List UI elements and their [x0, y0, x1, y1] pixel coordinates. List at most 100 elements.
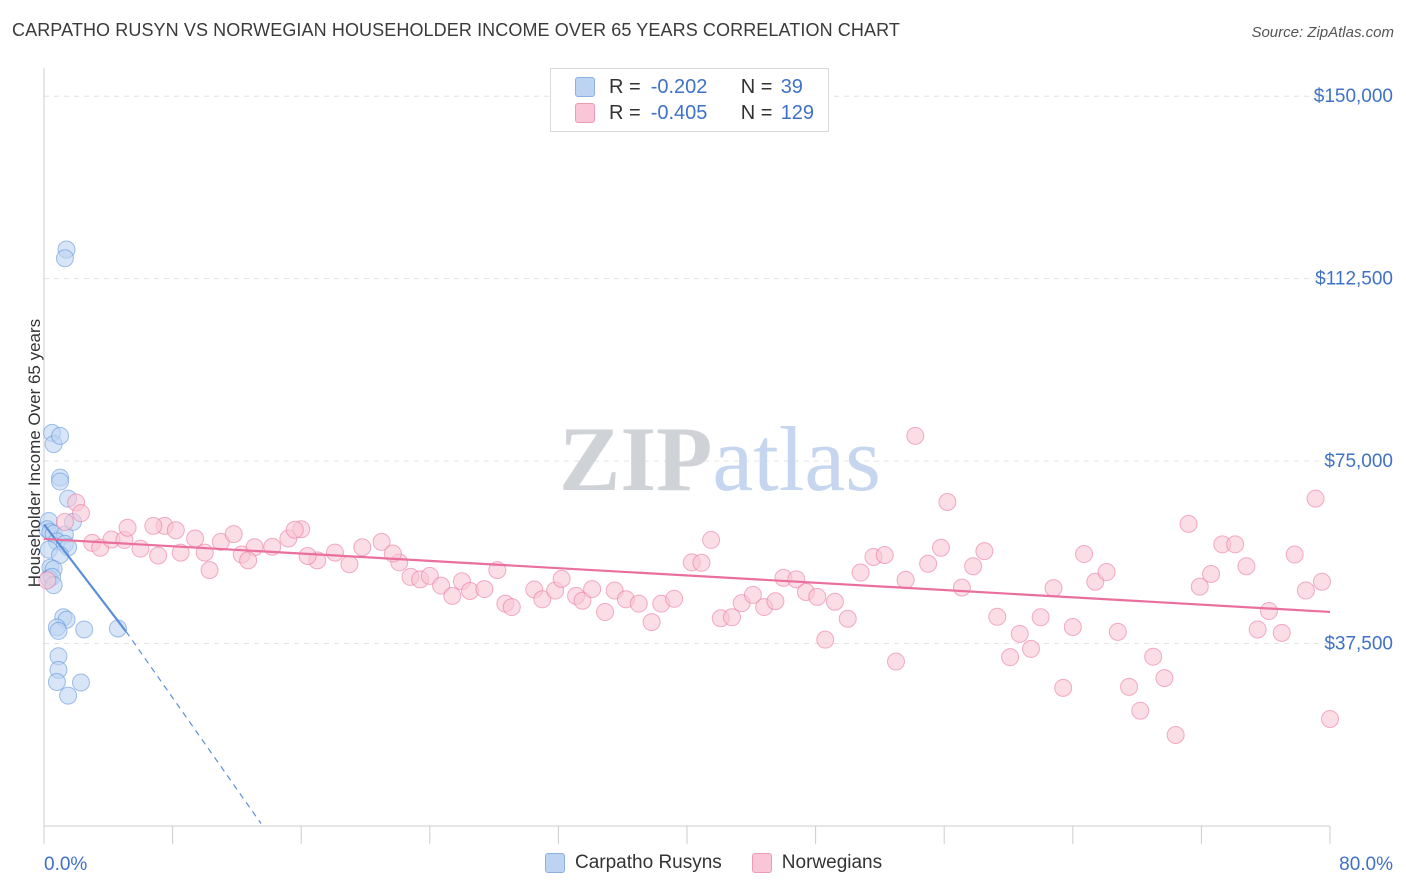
data-point: [432, 576, 451, 595]
chart-title: CARPATHO RUSYN VS NORWEGIAN HOUSEHOLDER …: [12, 20, 900, 40]
data-point: [642, 613, 661, 632]
data-point: [298, 546, 317, 565]
data-point: [75, 620, 94, 639]
data-point: [743, 585, 762, 604]
y-tick-label: $112,500: [1315, 269, 1393, 290]
legend-n-label: N =: [740, 101, 773, 124]
data-point: [931, 538, 950, 557]
data-point: [1022, 639, 1041, 658]
data-point: [1063, 618, 1082, 637]
legend-n-label: N =: [740, 75, 773, 98]
data-point: [838, 609, 857, 628]
legend-n-value: 129: [780, 101, 815, 124]
data-point: [1190, 577, 1209, 596]
data-point: [629, 594, 648, 613]
legend-label: Carpatho Rusyns: [575, 852, 722, 873]
data-point: [1044, 579, 1063, 598]
data-point: [665, 589, 684, 608]
data-point: [1155, 669, 1174, 688]
legend-r-label: R =: [609, 101, 641, 124]
data-point: [171, 543, 190, 562]
data-point: [1054, 678, 1073, 697]
tick-labels: $37,500 $75,000 $112,500 $150,000 0.0% 80.0%: [44, 86, 1393, 875]
data-point: [1179, 514, 1198, 533]
data-point: [1296, 581, 1315, 600]
data-point: [131, 539, 150, 558]
data-point: [1237, 557, 1256, 576]
data-point: [200, 561, 219, 580]
data-point: [896, 570, 915, 589]
data-point: [1202, 564, 1221, 583]
data-point: [988, 607, 1007, 626]
data-point: [573, 591, 592, 610]
data-point: [1010, 624, 1029, 643]
data-point: [71, 504, 90, 523]
data-point: [372, 532, 391, 551]
legend-r-label: R =: [609, 75, 641, 98]
data-point: [149, 546, 168, 565]
trend-line: [43, 537, 1331, 614]
data-point: [1248, 620, 1267, 639]
data-point: [938, 492, 957, 511]
legend-item-norwegians: Norwegians: [751, 852, 882, 874]
data-point: [952, 578, 971, 597]
y-tick-label: $37,500: [1324, 634, 1393, 655]
data-point: [1120, 677, 1139, 696]
trend-line: [43, 523, 127, 633]
data-point: [723, 608, 742, 627]
data-point: [38, 571, 57, 590]
data-point: [224, 525, 243, 544]
data-point: [1075, 545, 1094, 564]
data-point: [1131, 701, 1150, 720]
trend-line-extension: [125, 631, 262, 824]
data-point: [851, 563, 870, 582]
data-point: [166, 521, 185, 540]
y-axis-label: Householder Income Over 65 years: [25, 318, 44, 588]
legend-r-value: -0.202: [650, 75, 708, 98]
data-point: [875, 546, 894, 565]
data-point: [353, 538, 372, 557]
legend-swatch-blue: [575, 77, 595, 97]
data-point: [195, 543, 214, 562]
data-point: [1001, 648, 1020, 667]
data-point: [239, 551, 258, 570]
watermark-zip: ZIP: [559, 408, 712, 510]
data-point: [919, 554, 938, 573]
data-point: [51, 426, 70, 445]
data-point: [443, 586, 462, 605]
y-tick-label: $150,000: [1314, 86, 1393, 107]
legend-n-value: 39: [780, 75, 803, 98]
data-point: [825, 592, 844, 611]
data-point: [1097, 563, 1116, 582]
data-point: [1285, 545, 1304, 564]
trend-lines: [43, 523, 1331, 824]
data-point: [1226, 535, 1245, 554]
source-label: Source: ZipAtlas.com: [1251, 24, 1394, 41]
data-point: [340, 555, 359, 574]
data-point: [1272, 623, 1291, 642]
data-point: [692, 553, 711, 572]
data-point: [596, 602, 615, 621]
data-point: [552, 569, 571, 588]
data-point: [1306, 489, 1325, 508]
legend-r-value: -0.405: [650, 101, 708, 124]
data-point: [285, 520, 304, 539]
data-point: [702, 530, 721, 549]
data-point: [47, 672, 66, 691]
legend-swatch-blue: [545, 853, 565, 873]
data-point: [144, 516, 163, 535]
data-point: [1108, 622, 1127, 641]
watermark-atlas: atlas: [712, 408, 881, 510]
grid-lines: [44, 95, 1330, 645]
data-point: [51, 472, 70, 491]
data-point: [59, 686, 78, 705]
data-point: [964, 557, 983, 576]
data-point: [55, 249, 74, 268]
data-point: [1259, 601, 1278, 620]
data-point: [1144, 647, 1163, 666]
data-point: [816, 630, 835, 649]
data-point: [475, 580, 494, 599]
legend-swatch-pink: [575, 103, 595, 123]
data-point: [886, 652, 905, 671]
